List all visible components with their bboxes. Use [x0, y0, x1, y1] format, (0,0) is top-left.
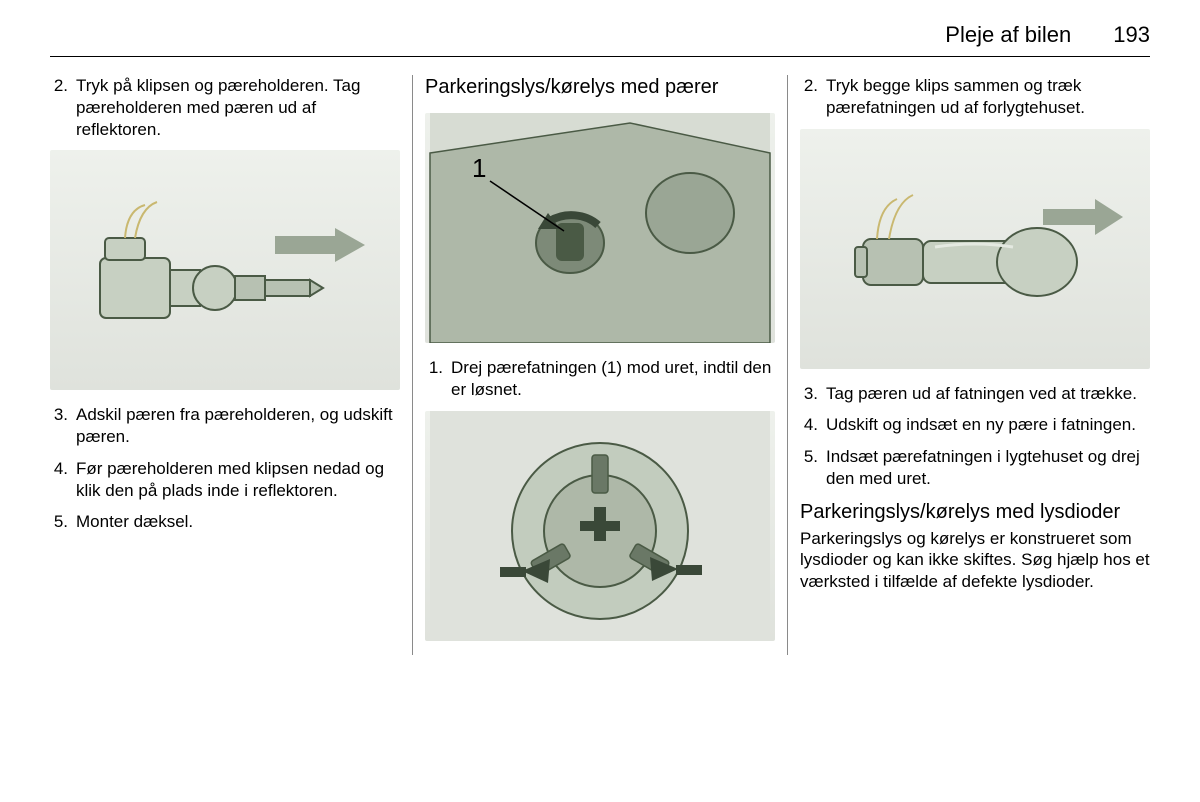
- step-item: 2. Tryk på klipsen og pæreholderen. Tag …: [50, 75, 400, 140]
- step-item: 4. Udskift og indsæt en ny pære i fatnin…: [800, 414, 1150, 436]
- column-right: 2. Tryk begge klips sammen og træk pæref…: [788, 75, 1150, 655]
- step-text: Tag pæren ud af fatningen ved at trække.: [826, 383, 1150, 405]
- figure-bulb-holder: [50, 150, 400, 390]
- header-title: Pleje af bilen: [945, 22, 1071, 48]
- step-number: 3.: [50, 404, 68, 448]
- step-text: Drej pærefatningen (1) mod uret, indtil …: [451, 357, 775, 401]
- center-steps: 1. Drej pærefatningen (1) mod uret, indt…: [425, 357, 775, 401]
- content-columns: 2. Tryk på klipsen og pæreholderen. Tag …: [50, 75, 1150, 655]
- header-divider: [50, 56, 1150, 57]
- center-heading: Parkeringslys/kørelys med pærer: [425, 75, 775, 99]
- figure-socket-location: 1: [425, 113, 775, 343]
- left-steps-bottom: 3. Adskil pæren fra pæreholderen, og uds…: [50, 404, 400, 533]
- step-item: 2. Tryk begge klips sammen og træk pæref…: [800, 75, 1150, 119]
- step-item: 3. Tag pæren ud af fatningen ved at træk…: [800, 383, 1150, 405]
- step-item: 3. Adskil pæren fra pæreholderen, og uds…: [50, 404, 400, 448]
- figure-bulb-arrow: [800, 129, 1150, 369]
- step-item: 4. Før pæreholderen med klipsen nedad og…: [50, 458, 400, 502]
- step-item: 5. Indsæt pærefatningen i lygtehuset og …: [800, 446, 1150, 490]
- bulb-arrow-illustration: [800, 129, 1150, 369]
- step-text: Monter dæksel.: [76, 511, 400, 533]
- bulb-holder-illustration: [50, 150, 400, 390]
- right-heading-led: Parkeringslys/kørelys med lysdioder: [800, 500, 1150, 524]
- step-number: 4.: [50, 458, 68, 502]
- step-number: 5.: [800, 446, 818, 490]
- column-left: 2. Tryk på klipsen og pæreholderen. Tag …: [50, 75, 412, 655]
- page-header: Pleje af bilen 193: [50, 22, 1150, 48]
- step-text: Tryk begge klips sammen og træk pærefatn…: [826, 75, 1150, 119]
- socket-location-illustration: 1: [425, 113, 775, 343]
- step-text: Indsæt pærefatningen i lygtehuset og dre…: [826, 446, 1150, 490]
- step-number: 1.: [425, 357, 443, 401]
- socket-twist-illustration: [425, 411, 775, 641]
- step-number: 2.: [800, 75, 818, 119]
- step-number: 4.: [800, 414, 818, 436]
- step-number: 3.: [800, 383, 818, 405]
- page-number: 193: [1113, 22, 1150, 48]
- step-item: 5. Monter dæksel.: [50, 511, 400, 533]
- step-number: 5.: [50, 511, 68, 533]
- right-paragraph-led: Parkeringslys og kørelys er konstrueret …: [800, 528, 1150, 593]
- step-number: 2.: [50, 75, 68, 140]
- figure-callout-1: 1: [472, 153, 486, 183]
- left-steps-top: 2. Tryk på klipsen og pæreholderen. Tag …: [50, 75, 400, 140]
- step-text: Adskil pæren fra pæreholderen, og udskif…: [76, 404, 400, 448]
- column-center: Parkeringslys/kørelys med pærer 1 1. Dre…: [413, 75, 787, 655]
- figure-socket-twist: [425, 411, 775, 641]
- right-steps-bottom: 3. Tag pæren ud af fatningen ved at træk…: [800, 383, 1150, 490]
- step-text: Før pæreholderen med klipsen nedad og kl…: [76, 458, 400, 502]
- step-text: Tryk på klipsen og pæreholderen. Tag pær…: [76, 75, 400, 140]
- right-steps-top: 2. Tryk begge klips sammen og træk pæref…: [800, 75, 1150, 119]
- step-item: 1. Drej pærefatningen (1) mod uret, indt…: [425, 357, 775, 401]
- step-text: Udskift og indsæt en ny pære i fatningen…: [826, 414, 1150, 436]
